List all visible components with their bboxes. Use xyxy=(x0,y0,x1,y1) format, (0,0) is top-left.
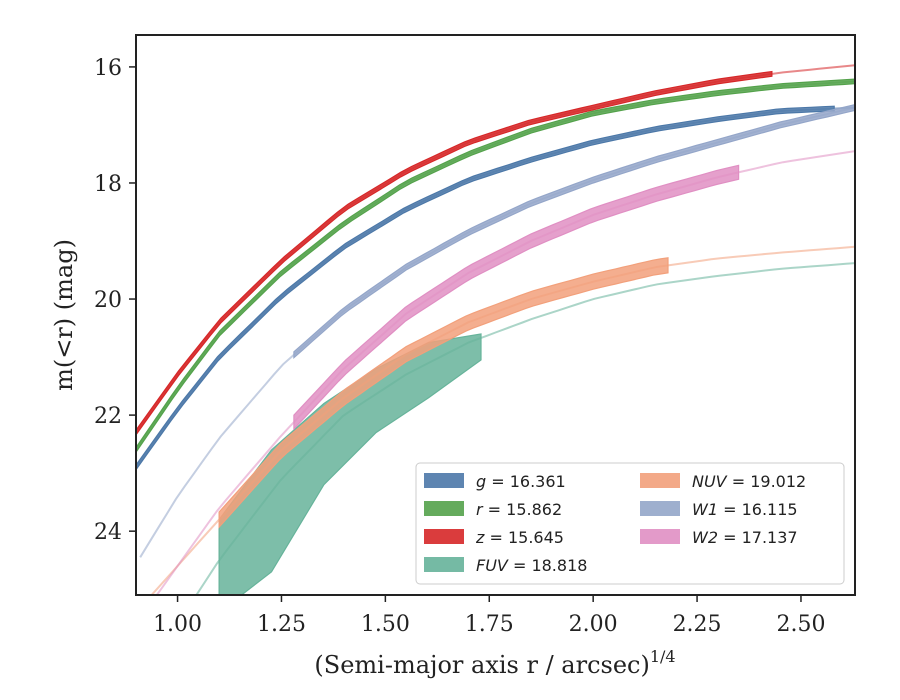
legend-swatch-nuv xyxy=(640,473,680,488)
x-tick-label: 2.00 xyxy=(569,612,618,637)
y-tick-label: 22 xyxy=(94,404,122,429)
series-r-band xyxy=(136,78,855,454)
x-axis-label-superscript: 1/4 xyxy=(650,647,676,666)
y-tick-label: 18 xyxy=(94,172,122,197)
y-axis-label: m(<r) (mag) xyxy=(50,239,78,391)
legend-swatch-g xyxy=(424,473,464,488)
legend-swatch-w2 xyxy=(640,529,680,544)
x-tick-label: 1.50 xyxy=(361,612,410,637)
legend-swatch-fuv xyxy=(424,557,464,572)
legend-label-z: z = 15.645 xyxy=(475,528,564,547)
series-z-band xyxy=(136,70,773,436)
x-tick-label: 2.25 xyxy=(673,612,722,637)
legend-label-w1: W1 = 16.115 xyxy=(692,500,798,519)
series-w1-band xyxy=(293,103,855,360)
legend-label-w2: W2 = 17.137 xyxy=(692,528,798,547)
legend-swatch-r xyxy=(424,501,464,516)
x-tick-label: 1.00 xyxy=(153,612,202,637)
y-tick-label: 16 xyxy=(94,56,122,81)
legend-swatch-w1 xyxy=(640,501,680,516)
y-tick-label: 24 xyxy=(94,520,122,545)
legend-label-fuv: FUV = 18.818 xyxy=(476,556,587,575)
legend-swatch-z xyxy=(424,529,464,544)
plot-frame xyxy=(135,34,856,596)
series-z-curve xyxy=(136,64,855,434)
series-layer xyxy=(136,64,855,595)
legend-label-nuv: NUV = 19.012 xyxy=(692,472,806,491)
legend-box xyxy=(415,462,845,585)
ticks-layer: 1.00 1.25 1.50 1.75 2.00 2.25 2.50 16 18 20 22 24 xyxy=(94,56,825,637)
legend: g = 16.361 r = 15.862 z = 15.645 FUV = 18.8… xyxy=(415,462,845,585)
y-tick-label: 20 xyxy=(94,288,122,313)
x-tick-label: 1.75 xyxy=(465,612,514,637)
series-g-band xyxy=(136,105,835,471)
legend-label-g: g = 16.361 xyxy=(476,472,566,491)
series-g-curve xyxy=(136,106,855,468)
x-axis-label: (Semi-major axis r / arcsec)1/4 xyxy=(314,647,675,679)
series-fuv-band xyxy=(218,333,482,595)
series-w2-band xyxy=(293,164,740,431)
legend-label-r: r = 15.862 xyxy=(476,500,562,519)
series-nuv-band xyxy=(218,257,669,529)
x-tick-label: 1.25 xyxy=(257,612,306,637)
x-tick-label: 2.50 xyxy=(776,612,825,637)
